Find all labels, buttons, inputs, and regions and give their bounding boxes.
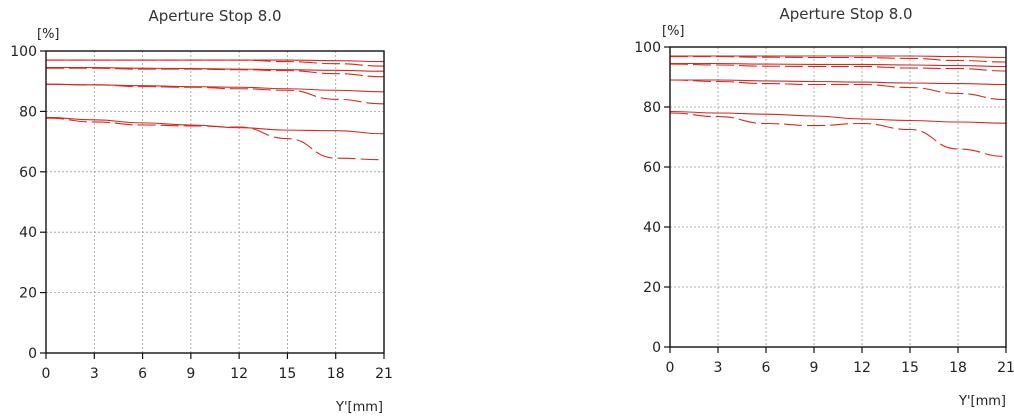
y-tick-label: 20 — [643, 280, 661, 296]
mtf-curve-10-lp-mm-tangential — [46, 67, 385, 78]
x-tick-label: 15 — [901, 360, 919, 376]
x-tick-label: 6 — [138, 366, 147, 382]
y-axis-unit-label: [%] — [662, 24, 685, 39]
x-tick-label: 12 — [230, 366, 248, 382]
mtf-curve-20-lp-mm-tangential — [669, 79, 1007, 101]
mtf-curve-10-lp-mm-sagittal — [46, 67, 385, 72]
y-tick-label: 40 — [643, 220, 661, 236]
y-tick-label: 100 — [10, 44, 37, 60]
chart-title: Aperture Stop 8.0 — [148, 7, 281, 25]
mtf-curve-40-lp-mm-tangential — [669, 112, 1007, 158]
x-tick-label: 12 — [853, 360, 871, 376]
mtf-curve-40-lp-mm-sagittal — [45, 116, 385, 135]
x-tick-label: 0 — [666, 360, 675, 376]
y-tick-label: 0 — [28, 346, 37, 362]
y-tick-label: 80 — [19, 104, 37, 120]
mtf-curve-5-lp-mm-tangential — [46, 59, 385, 67]
x-tick-label: 21 — [997, 360, 1014, 376]
chart-title: Aperture Stop 8.0 — [779, 5, 912, 23]
x-tick-label: 3 — [90, 366, 99, 382]
x-tick-label: 21 — [375, 366, 393, 382]
mtf-curve-10-lp-mm-tangential — [669, 63, 1007, 72]
plot-frame — [669, 46, 1007, 348]
x-tick-label: 0 — [42, 366, 51, 382]
chart-right: Aperture Stop 8.0 [%] 0 20 40 60 80 100 0 3 6 9 12 15… — [634, 5, 1014, 409]
x-tick-label: 15 — [279, 366, 297, 382]
y-tick-label: 20 — [19, 286, 37, 302]
mtf-curve-20-lp-mm-sagittal — [669, 79, 1007, 86]
mtf-curve-5-lp-mm-sagittal — [670, 55, 1007, 59]
y-tick-label: 0 — [652, 340, 661, 356]
x-axis-label: Y'[mm] — [958, 394, 1006, 409]
y-tick-label: 60 — [19, 165, 37, 181]
x-tick-label: 9 — [810, 360, 819, 376]
x-tick-label: 18 — [949, 360, 967, 376]
plot-frame — [45, 50, 385, 354]
y-tick-label: 100 — [634, 40, 661, 56]
chart-left: Aperture Stop 8.0 [%] 0 20 40 60 80 100 0 3 6 9 12 15… — [10, 7, 393, 415]
mtf-curve-20-lp-mm-tangential — [45, 83, 385, 105]
mtf-curve-10-lp-mm-sagittal — [670, 62, 1007, 68]
x-tick-label: 9 — [186, 366, 195, 382]
x-axis-label: Y'[mm] — [335, 400, 383, 415]
x-tick-label: 18 — [327, 366, 345, 382]
y-tick-label: 40 — [19, 225, 37, 241]
y-axis-unit-label: [%] — [37, 27, 60, 42]
x-tick-label: 3 — [714, 360, 723, 376]
mtf-curve-5-lp-mm-tangential — [670, 56, 1007, 63]
y-tick-label: 80 — [643, 100, 661, 116]
y-tick-label: 60 — [643, 160, 661, 176]
x-tick-label: 6 — [762, 360, 771, 376]
mtf-curve-40-lp-mm-sagittal — [669, 110, 1007, 124]
mtf-curve-40-lp-mm-tangential — [45, 117, 385, 161]
